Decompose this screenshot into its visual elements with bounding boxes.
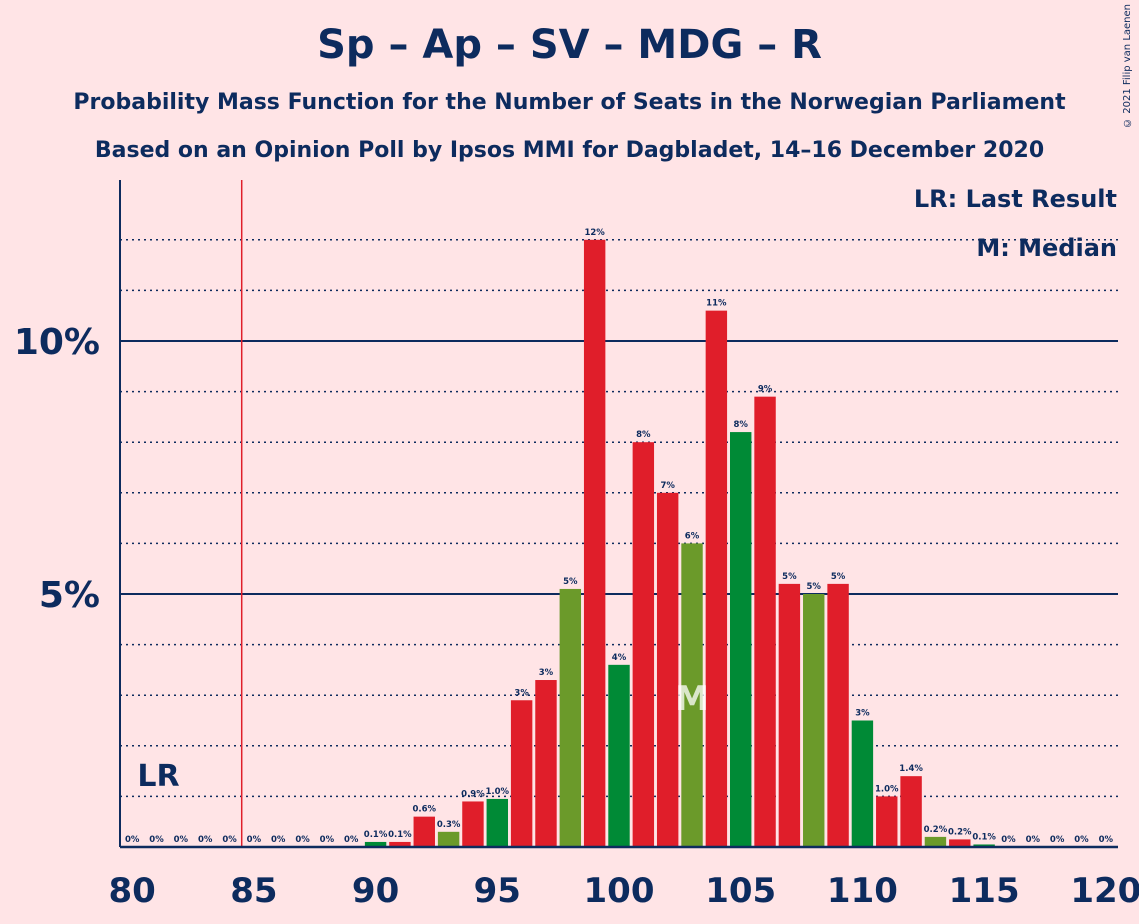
bar-value-label: 8% (636, 430, 651, 440)
bar-value-label: 1.0% (875, 784, 899, 794)
x-tick-label: 110 (827, 871, 898, 911)
bar-value-label: 0.6% (412, 805, 436, 815)
legend-median: M: Median (976, 234, 1117, 262)
legend-last-result: LR: Last Result (914, 185, 1117, 213)
bar (754, 397, 775, 847)
bar-value-label: 5% (831, 572, 846, 582)
bar-value-label: 3% (855, 709, 870, 719)
bar-value-label: 5% (807, 582, 822, 592)
bar (730, 432, 751, 847)
bar-value-label: 0% (271, 835, 286, 845)
bar (584, 240, 605, 847)
bar-value-label: 0.9% (461, 789, 485, 799)
bar (827, 584, 848, 847)
bar (608, 665, 629, 847)
bar-value-label: 0% (149, 835, 164, 845)
bar (487, 799, 508, 847)
bar (706, 311, 727, 847)
bar-value-label: 0.1% (388, 830, 412, 840)
bar-value-label: 0.2% (924, 825, 948, 835)
x-tick-label: 85 (230, 871, 277, 911)
bar-value-label: 0% (320, 835, 335, 845)
y-tick-label: 10% (14, 322, 100, 363)
bar-value-label: 0% (125, 835, 140, 845)
bar-value-label: 1.0% (486, 787, 510, 797)
bar-value-label: 12% (584, 228, 605, 238)
bar (414, 817, 435, 847)
bar-value-label: 0% (295, 835, 310, 845)
bar (633, 442, 654, 847)
bar-value-label: 3% (539, 668, 554, 678)
bar-value-label: 5% (563, 577, 578, 587)
bar (803, 594, 824, 847)
bar-value-label: 0.2% (948, 827, 972, 837)
bar-value-label: 0% (1050, 835, 1065, 845)
bar-value-label: 0% (1099, 835, 1114, 845)
bar (511, 700, 532, 847)
x-tick-label: 115 (949, 871, 1020, 911)
bar-value-label: 7% (660, 481, 675, 491)
bar (438, 832, 459, 847)
bar (900, 776, 921, 847)
bar (925, 837, 946, 847)
median-marker: M (675, 679, 709, 719)
bar-value-label: 0% (1026, 835, 1041, 845)
x-tick-label: 120 (1070, 871, 1139, 911)
bar-value-label: 0% (1074, 835, 1089, 845)
bar-value-label: 6% (685, 531, 700, 541)
bar (779, 584, 800, 847)
bar-value-label: 1.4% (899, 764, 923, 774)
bar-value-label: 0.3% (437, 820, 461, 830)
bar-value-label: 4% (612, 653, 627, 663)
bar-value-label: 0% (222, 835, 237, 845)
bar-value-label: 0% (344, 835, 359, 845)
bar-value-label: 5% (782, 572, 797, 582)
bar (657, 493, 678, 847)
bar (876, 796, 897, 847)
x-tick-label: 95 (474, 871, 521, 911)
x-tick-label: 90 (352, 871, 399, 911)
bar-value-label: 9% (758, 385, 773, 395)
bar-value-label: 11% (706, 299, 727, 309)
bar-value-label: 0.1% (972, 832, 996, 842)
bar-value-label: 0% (198, 835, 213, 845)
bar-value-label: 0% (1001, 835, 1016, 845)
x-tick-label: 100 (584, 871, 655, 911)
last-result-marker: LR (137, 759, 179, 794)
bar (852, 721, 873, 848)
bar (560, 589, 581, 847)
bar-value-label: 0% (174, 835, 189, 845)
bar-value-label: 0% (247, 835, 262, 845)
bar (462, 801, 483, 847)
x-tick-label: 80 (109, 871, 156, 911)
y-tick-label: 5% (39, 575, 100, 616)
x-tick-label: 105 (705, 871, 776, 911)
bar-value-label: 0.1% (364, 830, 388, 840)
bar-value-label: 8% (733, 420, 748, 430)
bar-value-label: 3% (514, 688, 529, 698)
bar (535, 680, 556, 847)
